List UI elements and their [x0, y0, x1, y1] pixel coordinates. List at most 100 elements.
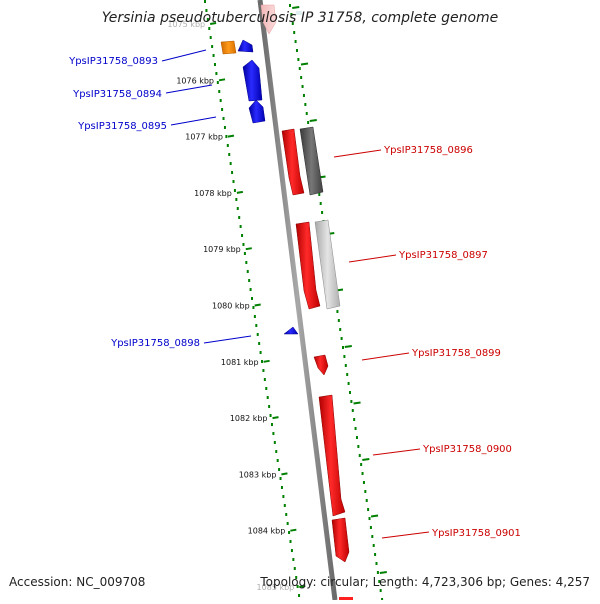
ruler-dot: [215, 72, 218, 75]
ruler-tick-label: 1079 kbp: [203, 245, 241, 254]
ruler-dot: [278, 468, 281, 471]
ruler-dot: [242, 243, 245, 246]
ruler-dot: [233, 189, 236, 192]
ruler-dot: [241, 234, 244, 237]
leader-0893: [161, 49, 207, 62]
ruler-dot: [293, 567, 296, 570]
ruler-tick-label: 1080 kbp: [212, 302, 250, 311]
ruler-dot: [238, 216, 241, 219]
outer-track-dot: [293, 31, 296, 34]
ruler-tick: [245, 247, 252, 251]
ruler-dot: [279, 477, 282, 480]
ruler-tick-label: 1075 kbp: [167, 20, 205, 29]
gene-0899-arrow: [313, 354, 329, 376]
gene-label-0896: YpsIP31758_0896: [383, 145, 473, 156]
leader-0900: [372, 448, 421, 456]
ruler-tick-label: 1084 kbp: [248, 527, 286, 536]
ruler-dot: [222, 117, 225, 120]
ruler-dot: [221, 108, 224, 111]
outer-track-dot: [305, 112, 308, 115]
outer-track-dot: [354, 427, 357, 430]
outer-track-dot: [321, 211, 324, 214]
gene-label-0901: YpsIP31758_0901: [431, 528, 521, 539]
ruler-dot: [253, 315, 256, 318]
outer-track-dot: [355, 436, 358, 439]
ruler-dot: [290, 549, 293, 552]
ruler-dot: [262, 369, 265, 372]
ruler-dot: [292, 558, 295, 561]
ruler-dot: [228, 153, 231, 156]
gene-label-0895: YpsIP31758_0895: [77, 121, 167, 132]
outer-track-dot: [379, 589, 382, 592]
ruler-dot: [205, 9, 208, 12]
ruler-dot: [272, 432, 275, 435]
ruler-dot: [296, 585, 299, 588]
outer-track-dot: [358, 454, 361, 457]
outer-track-tick: [362, 458, 370, 461]
gene-label-0898: YpsIP31758_0898: [110, 338, 200, 349]
ruler-dot: [255, 324, 258, 327]
outer-track-dot: [360, 463, 363, 466]
gene-0894-arrow: [242, 59, 263, 102]
faint-gene-blip: [296, 11, 302, 15]
gene-0895-arrow: [248, 99, 266, 124]
gene-label-0899: YpsIP31758_0899: [411, 348, 501, 359]
gene-0893-blip-arrow: [237, 39, 254, 53]
outer-track-dot: [350, 400, 353, 403]
ruler-dot: [248, 279, 251, 282]
gene-bottom-partial: [339, 597, 353, 600]
outer-track-dot: [353, 418, 356, 421]
outer-track-dot: [371, 535, 374, 538]
ruler-dot: [245, 261, 248, 264]
ruler-dot: [243, 252, 246, 255]
outer-track-dot: [378, 580, 381, 583]
ruler-dot: [270, 423, 273, 426]
outer-track-tick: [353, 401, 361, 405]
outer-track-dot: [347, 382, 350, 385]
ruler-dot: [213, 63, 216, 66]
annotation-light-bar: [314, 219, 341, 310]
ruler-tick-labels: 1075 kbp 1076 kbp 1077 kbp 1078 kbp 1079 kbp…: [167, 20, 294, 592]
outer-track-dot: [304, 103, 307, 106]
gene-0897-arrow: [295, 221, 321, 310]
outer-track-dot: [289, 4, 291, 7]
outer-track-tick: [292, 6, 300, 9]
outer-track-dot: [300, 76, 303, 79]
ruler-tick: [263, 359, 270, 363]
ruler-tick-label: 1076 kbp: [176, 76, 214, 85]
gene-0900-arrow: [318, 394, 346, 517]
ruler-tick: [272, 416, 279, 420]
ruler-tick: [290, 528, 297, 532]
outer-track-dot: [290, 13, 293, 16]
ruler-dot: [219, 99, 222, 102]
outer-track-tick: [344, 345, 352, 348]
ruler-dot: [208, 27, 211, 30]
outer-track-dot: [372, 544, 375, 547]
ruler-dot: [259, 351, 262, 354]
outer-track-dot: [374, 553, 377, 556]
outer-track-dot: [351, 409, 354, 412]
outer-track-dot: [294, 40, 297, 43]
ruler-dot: [263, 378, 266, 381]
outer-track-dot: [365, 499, 368, 502]
accession-text: Accession: NC_009708: [9, 575, 146, 589]
ruler-tick-label: 1077 kbp: [185, 133, 223, 142]
ruler-dot: [204, 0, 206, 3]
outer-track-dot: [340, 337, 343, 340]
ruler-dot: [232, 180, 235, 183]
ruler-tick: [254, 303, 261, 307]
ruler-dot: [256, 333, 259, 336]
outer-track-tick: [379, 571, 387, 574]
outer-track-dot: [337, 319, 340, 322]
leader-0897: [348, 254, 397, 263]
outer-track-dot: [376, 571, 379, 574]
ruler-dot: [298, 594, 301, 597]
leader-0898: [203, 335, 252, 344]
ruler-dot: [229, 162, 232, 165]
gene-0898-arrow: [283, 326, 299, 335]
ruler-dot: [280, 486, 283, 489]
ruler-tick: [227, 134, 235, 138]
outer-track-dot: [364, 490, 367, 493]
